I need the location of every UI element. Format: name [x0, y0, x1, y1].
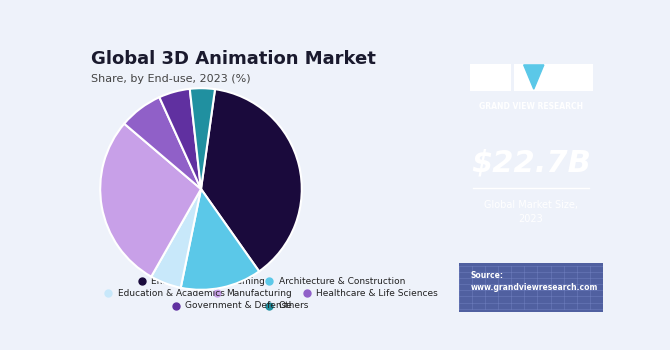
Text: Global Market Size,
2023: Global Market Size, 2023	[484, 200, 578, 224]
Text: Education & Academics: Education & Academics	[117, 289, 224, 298]
Text: Manufacturing: Manufacturing	[226, 289, 292, 298]
Wedge shape	[100, 124, 201, 276]
FancyBboxPatch shape	[553, 64, 593, 91]
Text: $22.7B: $22.7B	[471, 149, 591, 178]
Wedge shape	[159, 89, 201, 189]
Wedge shape	[124, 97, 201, 189]
Text: Architecture & Construction: Architecture & Construction	[279, 277, 405, 286]
Polygon shape	[524, 65, 544, 89]
Text: Share, by End-use, 2023 (%): Share, by End-use, 2023 (%)	[91, 74, 251, 84]
Text: Government & Defense: Government & Defense	[185, 301, 292, 310]
Wedge shape	[190, 88, 215, 189]
Text: Entertainment & Gaming: Entertainment & Gaming	[151, 277, 265, 286]
Text: Healthcare & Life Sciences: Healthcare & Life Sciences	[316, 289, 438, 298]
Wedge shape	[151, 189, 201, 288]
Text: GRAND VIEW RESEARCH: GRAND VIEW RESEARCH	[479, 102, 583, 111]
FancyBboxPatch shape	[514, 64, 554, 91]
Text: Global 3D Animation Market: Global 3D Animation Market	[91, 50, 376, 68]
Wedge shape	[201, 89, 302, 271]
Text: Source:
www.grandviewresearch.com: Source: www.grandviewresearch.com	[470, 271, 598, 292]
FancyBboxPatch shape	[459, 263, 603, 312]
Wedge shape	[181, 189, 259, 290]
Text: Others: Others	[279, 301, 309, 310]
FancyBboxPatch shape	[470, 64, 511, 91]
